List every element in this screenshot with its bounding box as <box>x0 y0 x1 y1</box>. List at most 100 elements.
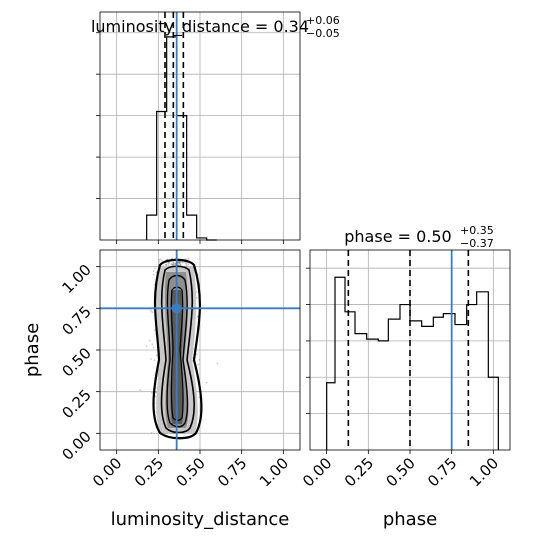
joint-point <box>150 309 152 312</box>
phase-xtick-label-1: 0.25 <box>341 454 377 490</box>
phase-title-value: 0.50 <box>416 227 452 246</box>
joint-point <box>154 329 156 331</box>
joint-contours <box>152 258 203 440</box>
joint-point <box>170 263 173 265</box>
ld-marginal-title: luminosity_distance = 0.34 <box>91 17 309 37</box>
phase-xtick-label-4: 1.00 <box>466 454 502 490</box>
joint-point <box>172 261 175 264</box>
joint-contour-inner <box>166 274 189 428</box>
joint-point <box>184 261 187 264</box>
joint-point <box>155 354 158 357</box>
joint-point <box>172 263 175 266</box>
ld-marginal-quantiles <box>164 12 185 240</box>
joint-point <box>198 396 200 399</box>
joint-point <box>179 261 181 264</box>
joint-contour-outer <box>152 258 203 440</box>
joint-point <box>179 263 182 265</box>
joint-point <box>167 261 170 264</box>
joint-point <box>173 263 176 265</box>
phase-marginal-title: phase = 0.50 <box>344 227 451 246</box>
joint-point <box>153 359 156 362</box>
joint-point <box>196 353 198 356</box>
joint-point <box>165 264 168 266</box>
phase-title-text: phase <box>344 227 392 246</box>
phase-title-plus: +0.35 <box>460 224 494 237</box>
joint-point <box>150 358 152 360</box>
phase-marginal-yticks <box>306 267 310 415</box>
ld-title-text: luminosity_distance <box>91 17 250 37</box>
joint-point <box>177 261 180 264</box>
joint-point <box>196 315 199 318</box>
joint-xtick-label-0: 0.00 <box>89 454 125 490</box>
joint-point <box>181 261 184 264</box>
ld-marginal-gridlines <box>100 12 300 240</box>
joint-point <box>187 263 190 266</box>
ld-title-plus: +0.06 <box>306 14 340 27</box>
joint-point <box>165 264 168 266</box>
joint-point <box>152 270 155 272</box>
joint-point <box>171 264 174 266</box>
joint-point <box>151 343 154 346</box>
joint-contour-mid <box>160 265 195 434</box>
joint-point <box>151 311 154 314</box>
joint-point <box>198 358 201 361</box>
phase-title-minus: −0.37 <box>460 237 494 250</box>
joint-point <box>195 290 198 293</box>
joint-point <box>172 261 175 264</box>
joint-point <box>158 258 161 261</box>
joint-point <box>158 261 161 263</box>
ld-title-value: 0.34 <box>273 17 309 36</box>
joint-point <box>152 273 155 276</box>
joint-truth-marker <box>171 303 182 314</box>
panel-phase-marginal: 0.00 0.25 0.50 0.75 1.00 phase phase = 0.50 … <box>299 224 511 530</box>
joint-point <box>177 261 180 263</box>
joint-xtick-label-3: 0.75 <box>214 454 250 490</box>
ld-marginal-frame <box>99 11 301 241</box>
phase-title-equals: = <box>393 227 417 246</box>
joint-point <box>185 262 188 264</box>
joint-ytick-label-0: 0.00 <box>58 427 94 463</box>
joint-point <box>155 391 157 394</box>
joint-point <box>216 362 219 365</box>
joint-point <box>178 260 181 263</box>
joint-point <box>178 261 181 264</box>
joint-point <box>167 262 170 265</box>
joint-point <box>187 257 190 260</box>
joint-ylabel: phase <box>22 323 43 377</box>
ld-histogram-step <box>146 36 217 241</box>
joint-point <box>185 263 188 265</box>
joint-ytick-label-1: 0.25 <box>58 386 94 422</box>
phase-xtick-labels: 0.00 0.25 0.50 0.75 1.00 <box>299 450 502 490</box>
joint-point <box>151 391 153 394</box>
joint-point <box>168 262 171 264</box>
joint-point <box>179 264 182 266</box>
joint-ytick-label-3: 0.75 <box>58 302 94 338</box>
ld-marginal-yticks <box>96 32 284 244</box>
joint-xtick-label-4: 1.00 <box>256 454 292 490</box>
joint-point <box>174 263 176 265</box>
joint-point <box>161 260 164 262</box>
joint-point <box>170 263 173 266</box>
phase-xtick-label-3: 0.75 <box>424 454 460 490</box>
panel-joint-density: 0.00 0.25 0.50 0.75 1.00 0.000.250.500.751.0… <box>22 249 301 530</box>
joint-point <box>186 264 188 267</box>
joint-point <box>185 265 188 267</box>
joint-ytick-label-2: 0.50 <box>58 344 94 380</box>
ld-title-minus: −0.05 <box>306 27 340 40</box>
phase-xtick-label-2: 0.50 <box>382 454 418 490</box>
joint-point <box>197 363 200 366</box>
joint-point <box>181 261 184 263</box>
joint-point <box>150 432 153 434</box>
panel-luminosity-distance-marginal: luminosity_distance = 0.34 +0.06 −0.05 <box>91 11 340 244</box>
joint-xtick-labels: 0.00 0.25 0.50 0.75 1.00 <box>89 450 292 490</box>
joint-point <box>139 389 142 392</box>
joint-xlabel: luminosity_distance <box>111 509 290 530</box>
joint-point <box>152 346 155 349</box>
joint-point <box>162 264 165 267</box>
joint-xtick-label-2: 0.50 <box>172 454 208 490</box>
joint-point <box>165 263 167 266</box>
phase-xtick-label-0: 0.00 <box>299 454 335 490</box>
joint-point <box>159 258 162 261</box>
phase-xlabel: phase <box>383 509 437 530</box>
